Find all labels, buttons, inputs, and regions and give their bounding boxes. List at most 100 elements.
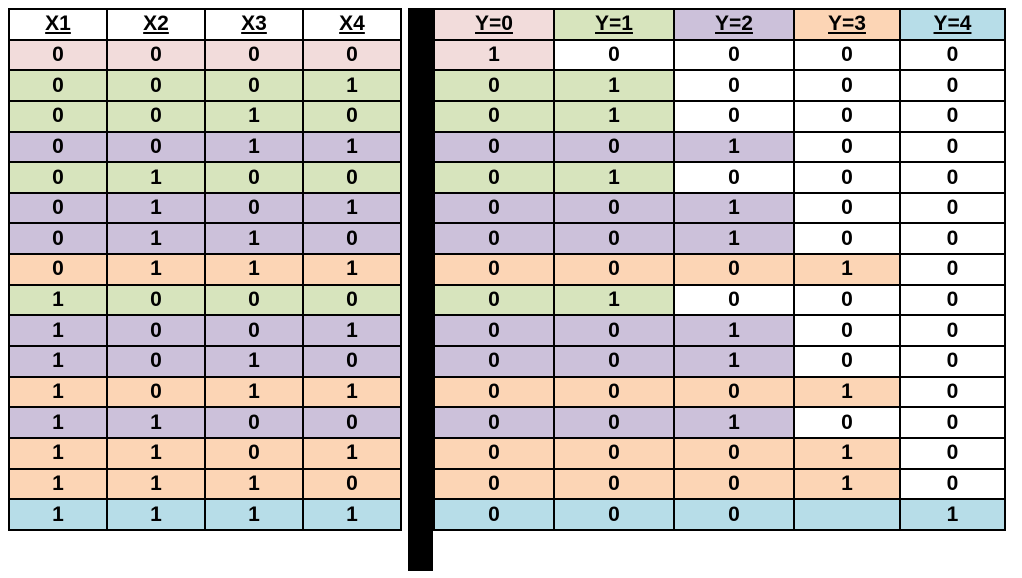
output-cell-y0: 0 <box>433 69 555 102</box>
output-cell-y2: 1 <box>673 222 795 256</box>
output-cell-y4: 0 <box>899 467 1006 501</box>
output-cell-y0: 1 <box>433 38 555 72</box>
output-cell-y4: 0 <box>899 345 1006 378</box>
output-cell-y1: 1 <box>553 99 675 133</box>
input-cell-x2: 1 <box>106 436 206 470</box>
input-cell-x1: 0 <box>8 191 108 225</box>
output-cell-y4: 1 <box>899 498 1006 531</box>
input-cell-x3: 1 <box>204 375 304 409</box>
output-cell-y1: 1 <box>553 283 675 317</box>
input-cell-x1: 1 <box>8 406 108 439</box>
input-cell-x2: 0 <box>106 283 206 317</box>
output-cell-y3: 0 <box>793 222 901 256</box>
output-cell-y1: 0 <box>553 253 675 286</box>
output-header-row: Y=0 Y=1 Y=2 Y=3 Y=4 <box>433 8 1006 41</box>
input-cell-x3: 1 <box>204 498 304 531</box>
output-cell-y3: 1 <box>793 375 901 409</box>
output-cell-y3: 0 <box>793 406 901 439</box>
output-cell-y2: 0 <box>673 253 795 286</box>
output-cell-y0: 0 <box>433 436 555 470</box>
output-cell-y3: 0 <box>793 191 901 225</box>
input-cell-x1: 1 <box>8 467 108 501</box>
output-cell-y1: 1 <box>553 161 675 194</box>
output-cell-y1: 0 <box>553 130 675 164</box>
input-cell-x4: 0 <box>302 345 402 378</box>
output-cell-y0: 0 <box>433 253 555 286</box>
output-cell-y2: 1 <box>673 191 795 225</box>
output-cell-y2: 1 <box>673 345 795 378</box>
output-cell-y2: 0 <box>673 436 795 470</box>
output-cell-y2: 0 <box>673 467 795 501</box>
output-cell-y3: 0 <box>793 38 901 72</box>
output-cell-y4: 0 <box>899 130 1006 164</box>
output-cell-y2: 1 <box>673 314 795 348</box>
input-cell-x2: 0 <box>106 314 206 348</box>
output-cell-y2: 0 <box>673 283 795 317</box>
output-cell-y4: 0 <box>899 99 1006 133</box>
output-cell-y4: 0 <box>899 222 1006 256</box>
input-header-x3: X3 <box>204 8 304 41</box>
input-cell-x2: 1 <box>106 253 206 286</box>
output-cell-y0: 0 <box>433 467 555 501</box>
input-cell-x4: 0 <box>302 99 402 133</box>
input-cell-x3: 0 <box>204 436 304 470</box>
output-cell-y4: 0 <box>899 191 1006 225</box>
output-cell-y0: 0 <box>433 161 555 194</box>
input-cell-x4: 0 <box>302 38 402 72</box>
input-cell-x1: 1 <box>8 375 108 409</box>
input-cell-x2: 0 <box>106 345 206 378</box>
output-cell-y2: 0 <box>673 69 795 102</box>
table-divider <box>408 8 433 571</box>
input-cell-x3: 1 <box>204 99 304 133</box>
input-cell-x3: 0 <box>204 406 304 439</box>
output-cell-y1: 1 <box>553 69 675 102</box>
input-cell-x4: 1 <box>302 191 402 225</box>
output-cell-y2: 1 <box>673 130 795 164</box>
output-header-y4: Y=4 <box>899 8 1006 41</box>
output-cell-y4: 0 <box>899 253 1006 286</box>
input-cell-x1: 1 <box>8 345 108 378</box>
input-cell-x3: 1 <box>204 467 304 501</box>
output-cell-y0: 0 <box>433 191 555 225</box>
output-cell-y1: 0 <box>553 436 675 470</box>
output-cell-y0: 0 <box>433 375 555 409</box>
input-cell-x1: 1 <box>8 498 108 531</box>
output-cell-y4: 0 <box>899 161 1006 194</box>
input-header-x2: X2 <box>106 8 206 41</box>
input-cell-x4: 1 <box>302 436 402 470</box>
input-cell-x1: 1 <box>8 436 108 470</box>
input-cell-x2: 0 <box>106 38 206 72</box>
input-cell-x4: 1 <box>302 69 402 102</box>
output-cell-y3: 0 <box>793 130 901 164</box>
output-cell-y0: 0 <box>433 222 555 256</box>
output-cell-y2: 0 <box>673 375 795 409</box>
output-cell-y3: 0 <box>793 314 901 348</box>
input-cell-x4: 1 <box>302 253 402 286</box>
input-cell-x1: 1 <box>8 283 108 317</box>
input-header-row: X1 X2 X3 X4 <box>8 8 402 41</box>
output-cell-y4: 0 <box>899 314 1006 348</box>
input-cell-x3: 0 <box>204 38 304 72</box>
input-cell-x4: 0 <box>302 467 402 501</box>
output-cell-y4: 0 <box>899 38 1006 72</box>
output-cell-y4: 0 <box>899 375 1006 409</box>
output-header-y0: Y=0 <box>433 8 555 41</box>
input-cell-x1: 1 <box>8 314 108 348</box>
